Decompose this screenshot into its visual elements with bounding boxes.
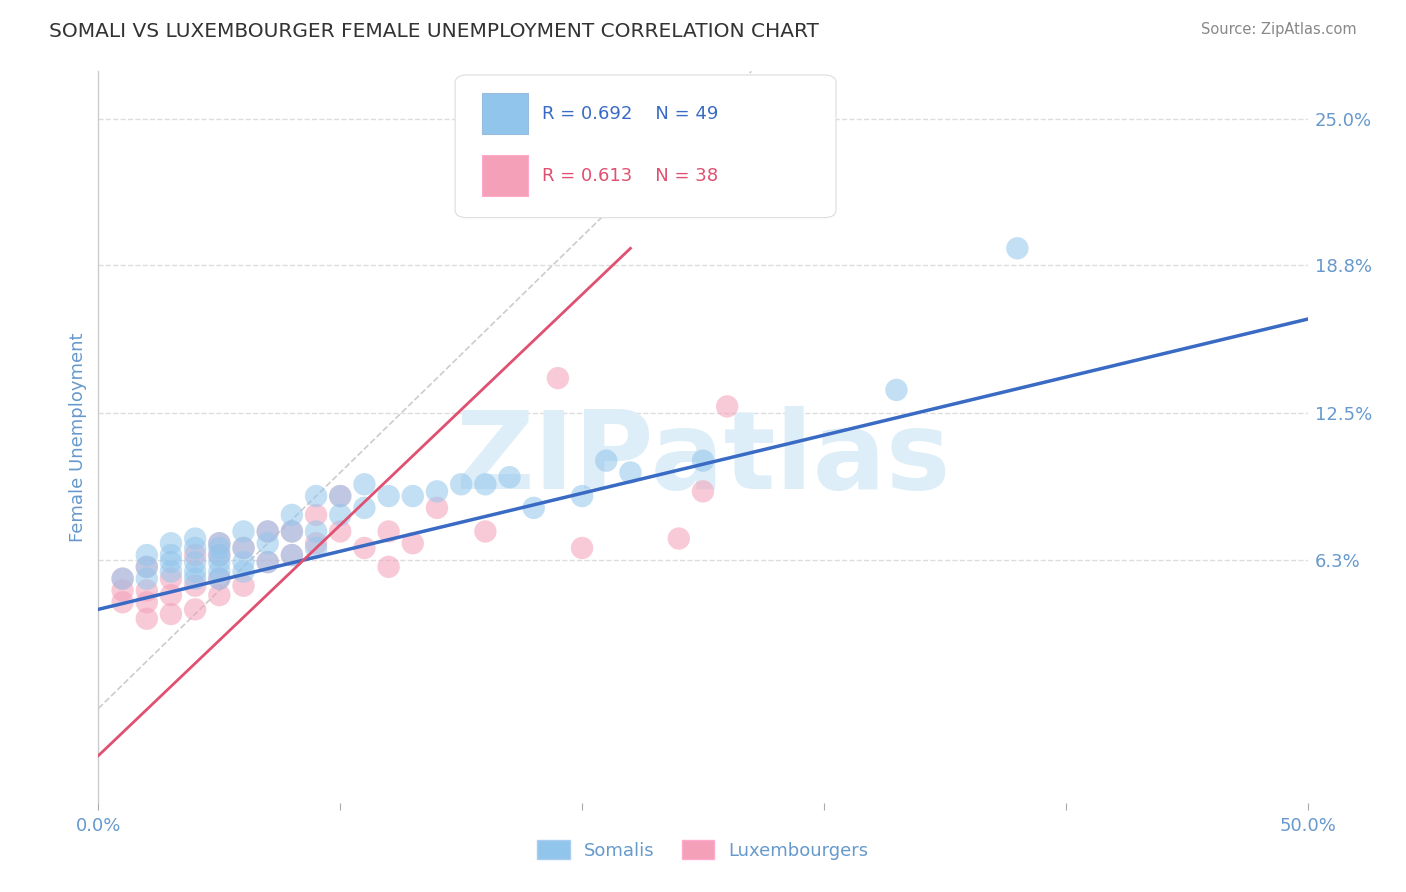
Point — [111, 572, 134, 586]
Point — [135, 548, 157, 562]
Point — [160, 588, 183, 602]
Point — [377, 489, 399, 503]
Text: R = 0.613    N = 38: R = 0.613 N = 38 — [543, 167, 718, 185]
Point — [256, 536, 278, 550]
Point — [256, 555, 278, 569]
Point — [184, 541, 207, 555]
Point — [184, 532, 207, 546]
Point — [426, 484, 449, 499]
Point — [135, 559, 157, 574]
Point — [232, 524, 254, 539]
Point — [160, 536, 183, 550]
Point — [329, 489, 352, 503]
Point — [208, 541, 231, 555]
Point — [305, 508, 328, 522]
Text: SOMALI VS LUXEMBOURGER FEMALE UNEMPLOYMENT CORRELATION CHART: SOMALI VS LUXEMBOURGER FEMALE UNEMPLOYME… — [49, 22, 820, 41]
FancyBboxPatch shape — [482, 94, 527, 134]
Point — [208, 572, 231, 586]
Point — [619, 466, 641, 480]
Point — [377, 559, 399, 574]
Point — [135, 595, 157, 609]
Point — [184, 602, 207, 616]
Point — [886, 383, 908, 397]
Point — [474, 477, 496, 491]
Point — [184, 565, 207, 579]
Point — [305, 536, 328, 550]
Legend: Somalis, Luxembourgers: Somalis, Luxembourgers — [530, 833, 876, 867]
Point — [208, 565, 231, 579]
Point — [160, 548, 183, 562]
Point — [232, 541, 254, 555]
Point — [281, 524, 304, 539]
Point — [281, 524, 304, 539]
Point — [281, 548, 304, 562]
Point — [474, 524, 496, 539]
Point — [256, 524, 278, 539]
Point — [111, 583, 134, 598]
Point — [160, 555, 183, 569]
Point — [208, 548, 231, 562]
Point — [281, 508, 304, 522]
Point — [377, 524, 399, 539]
Point — [232, 555, 254, 569]
Point — [353, 541, 375, 555]
Point — [305, 524, 328, 539]
Point — [256, 524, 278, 539]
Point — [402, 536, 425, 550]
Point — [571, 489, 593, 503]
Point — [353, 477, 375, 491]
Point — [135, 583, 157, 598]
Text: ZIPatlas: ZIPatlas — [456, 406, 950, 512]
Point — [1007, 241, 1029, 255]
Point — [498, 470, 520, 484]
Point — [668, 532, 690, 546]
Point — [716, 400, 738, 414]
Point — [135, 572, 157, 586]
Point — [571, 541, 593, 555]
Point — [208, 536, 231, 550]
Point — [256, 555, 278, 569]
Point — [426, 500, 449, 515]
Point — [402, 489, 425, 503]
Point — [232, 541, 254, 555]
Point — [208, 548, 231, 562]
Point — [692, 453, 714, 467]
Point — [160, 607, 183, 621]
Point — [208, 572, 231, 586]
Point — [184, 579, 207, 593]
Point — [692, 484, 714, 499]
Point — [208, 555, 231, 569]
Point — [305, 541, 328, 555]
Point — [353, 500, 375, 515]
Point — [232, 565, 254, 579]
Text: Source: ZipAtlas.com: Source: ZipAtlas.com — [1201, 22, 1357, 37]
Point — [329, 489, 352, 503]
Point — [595, 453, 617, 467]
Point — [329, 524, 352, 539]
Point — [160, 572, 183, 586]
FancyBboxPatch shape — [456, 75, 837, 218]
Point — [547, 371, 569, 385]
Point — [135, 559, 157, 574]
Point — [329, 508, 352, 522]
Y-axis label: Female Unemployment: Female Unemployment — [69, 333, 87, 541]
Point — [208, 588, 231, 602]
Text: R = 0.692    N = 49: R = 0.692 N = 49 — [543, 104, 718, 123]
Point — [232, 579, 254, 593]
Point — [160, 565, 183, 579]
Point — [450, 477, 472, 491]
Point — [111, 572, 134, 586]
Point — [184, 572, 207, 586]
Point — [523, 500, 546, 515]
Point — [111, 595, 134, 609]
Point — [184, 555, 207, 569]
FancyBboxPatch shape — [482, 155, 527, 195]
Point — [135, 612, 157, 626]
Point — [184, 548, 207, 562]
Point — [281, 548, 304, 562]
Point — [208, 536, 231, 550]
Point — [305, 489, 328, 503]
